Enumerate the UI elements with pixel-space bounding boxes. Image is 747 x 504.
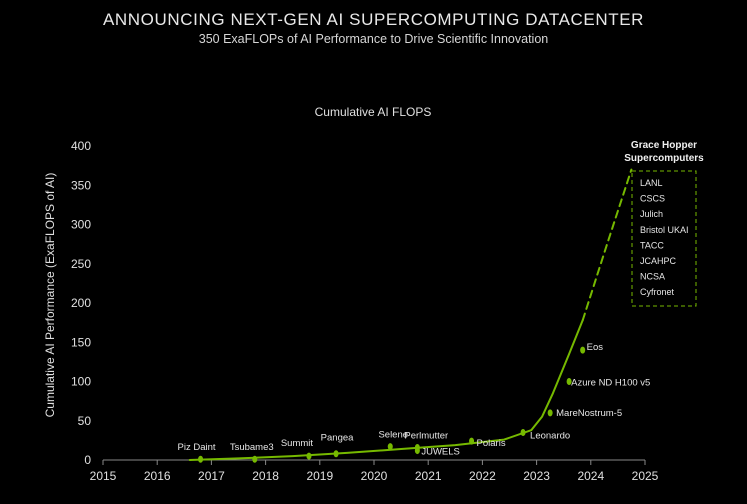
y-tick-label: 200 (71, 296, 91, 310)
x-axis-ticks: 2015 2016 2017 2018 2019 2020 2021 2022 2023 2024… (90, 460, 659, 483)
projection-line-dashed (581, 168, 633, 322)
annotation-items: LANL CSCS Julich Bristol UKAI TACC JCAHPC NCSA… (640, 178, 689, 297)
point-label: MareNostrum-5 (556, 408, 622, 419)
y-tick-label: 100 (71, 375, 91, 389)
annotation-item: TACC (640, 240, 664, 250)
y-tick-label: 250 (71, 257, 91, 271)
page-subtitle: 350 ExaFLOPs of AI Performance to Drive … (198, 32, 549, 46)
x-tick-label: 2021 (415, 469, 442, 483)
y-axis-ticks: 0 50 100 150 200 250 300 350 400 (71, 139, 91, 467)
series-layer (188, 168, 633, 461)
x-tick-label: 2017 (198, 469, 225, 483)
annotation-box (631, 170, 697, 307)
grace-hopper-annotation: Grace Hopper Supercomputers LANL CSCS Juli… (624, 140, 704, 307)
annotation-item: CSCS (640, 194, 665, 204)
point-label: Piz Daint (178, 442, 216, 453)
annotation-item: NCSA (640, 272, 665, 282)
x-tick-label: 2024 (577, 469, 604, 483)
point-label: Tsubame3 (230, 442, 274, 453)
y-tick-label: 350 (71, 178, 91, 192)
point-label: Summit (281, 438, 314, 449)
point-label: Pangea (321, 433, 354, 444)
data-point (547, 409, 553, 417)
data-point (469, 437, 475, 445)
point-label: Eos (587, 342, 604, 353)
point-label: Polaris (477, 438, 506, 449)
page-title: ANNOUNCING NEXT-GEN AI SUPERCOMPUTING DA… (102, 10, 645, 29)
data-point (387, 443, 393, 451)
annotation-title-line2: Supercomputers (624, 153, 704, 164)
data-point (414, 447, 420, 455)
x-tick-label: 2016 (144, 469, 171, 483)
chart-title: Cumulative AI FLOPS (315, 105, 432, 119)
x-tick-label: 2023 (523, 469, 550, 483)
point-label: JUWELS (421, 447, 460, 458)
x-tick-label: 2020 (361, 469, 388, 483)
annotation-item: Cyfronet (640, 287, 675, 297)
data-point (306, 452, 312, 460)
data-point (252, 455, 258, 463)
data-point (198, 455, 204, 463)
annotation-item: Julich (640, 209, 663, 219)
point-label: Azure ND H100 v5 (571, 378, 650, 389)
x-tick-label: 2015 (90, 469, 117, 483)
annotation-title-line1: Grace Hopper (631, 140, 697, 151)
data-point (333, 450, 339, 458)
performance-line (188, 319, 584, 461)
x-tick-label: 2022 (469, 469, 496, 483)
data-point (520, 429, 526, 437)
points-layer: Piz Daint Tsubame3 Summit Pangea SelenePerlm… (178, 342, 650, 463)
y-tick-label: 150 (71, 335, 91, 349)
y-tick-label: 0 (84, 453, 91, 467)
y-tick-label: 50 (78, 414, 92, 428)
x-tick-label: 2025 (632, 469, 659, 483)
x-tick-label: 2018 (252, 469, 279, 483)
data-point (566, 378, 572, 385)
y-tick-label: 400 (71, 139, 91, 153)
annotation-item: Bristol UKAI (640, 225, 689, 235)
x-tick-label: 2019 (306, 469, 333, 483)
point-label: Leonardo (530, 431, 570, 442)
point-label: Selene (378, 430, 408, 441)
point-label: Perlmutter (404, 430, 448, 441)
y-axis-label: Cumulative AI Performance (ExaFLOPS of A… (43, 173, 57, 418)
annotation-item: JCAHPC (640, 256, 677, 266)
data-point (580, 346, 586, 354)
annotation-item: LANL (640, 178, 663, 188)
y-tick-label: 300 (71, 218, 91, 232)
